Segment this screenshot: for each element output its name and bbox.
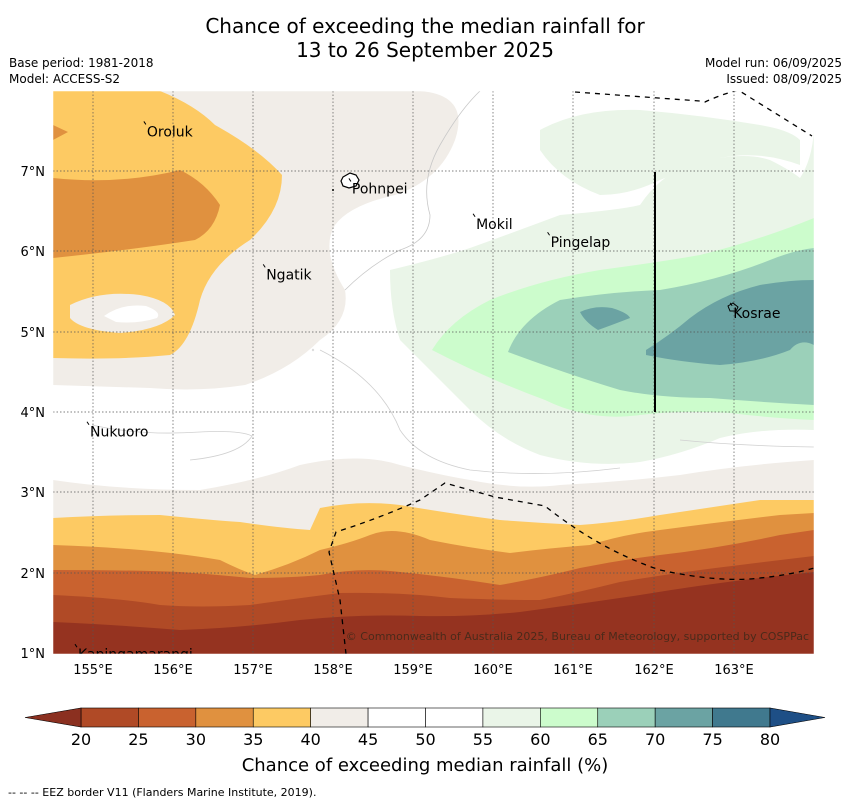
contour-under20-south bbox=[53, 572, 814, 654]
eez-borders bbox=[328, 91, 814, 654]
colorbar-tick-label: 70 bbox=[645, 730, 665, 749]
place-marker bbox=[348, 178, 352, 182]
footnote: -- -- -- EEZ border V11 (Flanders Marine… bbox=[8, 786, 317, 799]
colorbar-over-arrow bbox=[769, 707, 826, 728]
contour-30-35-edge bbox=[53, 125, 68, 140]
place-label-nukuoro: Nukuoro bbox=[90, 425, 148, 441]
lon-label-158: 158°E bbox=[313, 663, 353, 678]
colorbar-segment bbox=[597, 707, 656, 728]
contour-layer: Oroluk Pohnpei Mokil Pingelap Ngatik Kosrae Nu… bbox=[53, 91, 814, 663]
colorbar-tick-label: 30 bbox=[186, 730, 206, 749]
place-label-kapingamarangi: Kapingamarangi bbox=[78, 647, 193, 663]
place-label-pohnpei: Pohnpei bbox=[352, 181, 408, 197]
colorbar-tick-label: 50 bbox=[415, 730, 435, 749]
colorbar-tick-label: 25 bbox=[128, 730, 148, 749]
contour-line-northwest bbox=[344, 91, 481, 291]
kosrae-island bbox=[727, 302, 739, 312]
contour-line-east bbox=[679, 439, 814, 448]
lat-label-4: 4°N bbox=[21, 406, 46, 421]
contour-70-75-east bbox=[646, 280, 814, 365]
colorbar-tick-label: 80 bbox=[760, 730, 780, 749]
colorbar-segment bbox=[540, 707, 599, 728]
lon-label-156: 156°E bbox=[153, 663, 193, 678]
eez-border-north bbox=[574, 91, 813, 137]
colorbar-tick-label: 55 bbox=[473, 730, 493, 749]
place-marker bbox=[143, 121, 147, 125]
contour-line-west bbox=[91, 424, 253, 461]
colorbar-tick-label: 20 bbox=[71, 730, 91, 749]
small-islet bbox=[332, 189, 334, 191]
contour-65-70 bbox=[508, 248, 814, 405]
model-name: Model: ACCESS-S2 bbox=[9, 72, 121, 86]
axis-labels: 155°E 156°E 157°E 158°E 159°E 160°E 161°… bbox=[21, 165, 754, 678]
colorbar-segment bbox=[252, 707, 311, 728]
lon-label-163: 163°E bbox=[714, 663, 754, 678]
contour-55-60-north bbox=[540, 109, 800, 195]
title-line-1: Chance of exceeding the median rainfall … bbox=[205, 14, 645, 38]
lat-label-7: 7°N bbox=[21, 165, 46, 180]
colorbar-segment bbox=[482, 707, 541, 728]
contour-line-central bbox=[319, 349, 621, 474]
issued-date: Issued: 08/09/2025 bbox=[726, 72, 842, 86]
place-label-ngatik: Ngatik bbox=[266, 267, 312, 283]
colorbar-tick-label: 75 bbox=[702, 730, 722, 749]
map-frame bbox=[52, 90, 815, 655]
place-label-pingelap: Pingelap bbox=[551, 235, 611, 251]
colorbar-tick-label: 65 bbox=[588, 730, 608, 749]
colorbar-tick-label: 40 bbox=[300, 730, 320, 749]
rainfall-map: Oroluk Pohnpei Mokil Pingelap Ngatik Kosrae Nu… bbox=[21, 90, 826, 749]
lat-label-5: 5°N bbox=[21, 326, 46, 341]
place-marker bbox=[86, 421, 90, 426]
lat-label-3: 3°N bbox=[21, 486, 46, 501]
place-marker bbox=[547, 231, 550, 236]
colorbar-segment bbox=[712, 707, 771, 728]
meta-right: Model run: 06/09/2025 Issued: 08/09/2025 bbox=[705, 55, 842, 87]
colorbar-tick-label: 60 bbox=[530, 730, 550, 749]
lon-label-161: 161°E bbox=[553, 663, 593, 678]
meta-left: Base period: 1981-2018 Model: ACCESS-S2 bbox=[9, 55, 154, 87]
colorbar-segment bbox=[367, 707, 426, 728]
contour-70-75-west bbox=[580, 307, 630, 330]
lat-label-2: 2°N bbox=[21, 567, 46, 582]
model-run: Model run: 06/09/2025 bbox=[704, 56, 842, 70]
colorbar-tick-label: 45 bbox=[358, 730, 378, 749]
lon-label-155: 155°E bbox=[73, 663, 113, 678]
colorbar-segment bbox=[138, 707, 197, 728]
colorbar-segment bbox=[195, 707, 254, 728]
colorbar-segment bbox=[310, 707, 369, 728]
colorbar-segment bbox=[425, 707, 484, 728]
map-title: Chance of exceeding the median rainfall … bbox=[0, 14, 850, 62]
colorbar-segment bbox=[654, 707, 713, 728]
place-label-oroluk: Oroluk bbox=[147, 124, 194, 140]
colorbar-label: Chance of exceeding median rainfall (%) bbox=[241, 755, 609, 776]
place-marker bbox=[262, 264, 266, 268]
place-labels: Oroluk Pohnpei Mokil Pingelap Ngatik Kosrae Nu… bbox=[74, 121, 780, 663]
lat-label-6: 6°N bbox=[21, 245, 46, 260]
lon-label-157: 157°E bbox=[233, 663, 273, 678]
place-marker bbox=[74, 643, 78, 648]
place-label-mokil: Mokil bbox=[476, 217, 513, 233]
copyright-text: © Commonwealth of Australia 2025, Bureau… bbox=[346, 630, 809, 643]
colorbar-segment bbox=[80, 707, 139, 728]
place-marker bbox=[472, 213, 476, 218]
title-line-2: 13 to 26 September 2025 bbox=[296, 38, 554, 62]
islet-ngatik-south bbox=[311, 348, 315, 352]
place-marker bbox=[729, 302, 733, 307]
place-label-kosrae: Kosrae bbox=[733, 306, 780, 322]
eez-border-south bbox=[328, 482, 814, 654]
colorbar: 20 25 30 35 40 45 50 55 60 65 70 75 80 bbox=[24, 707, 826, 749]
lon-label-160: 160°E bbox=[473, 663, 513, 678]
base-period: Base period: 1981-2018 bbox=[9, 56, 154, 70]
lon-label-159: 159°E bbox=[393, 663, 433, 678]
lat-label-1: 1°N bbox=[21, 647, 46, 662]
colorbar-under-arrow bbox=[24, 707, 82, 728]
contour-white-hole-inner bbox=[104, 305, 159, 323]
contour-30-35-northwest bbox=[53, 170, 220, 258]
colorbar-tick-label: 35 bbox=[243, 730, 263, 749]
lon-label-162: 162°E bbox=[634, 663, 674, 678]
